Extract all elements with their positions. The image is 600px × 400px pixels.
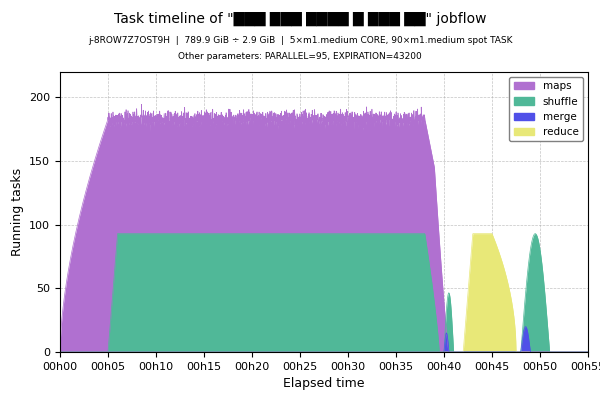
Text: Task timeline of "███ ███ ████ █ ███ ██" jobflow: Task timeline of "███ ███ ████ █ ███ ██"… [114, 12, 486, 26]
Text: j-8ROW7Z7OST9H  |  789.9 GiB ÷ 2.9 GiB  |  5×m1.medium CORE, 90×m1.medium spot T: j-8ROW7Z7OST9H | 789.9 GiB ÷ 2.9 GiB | 5… [88, 36, 512, 45]
Legend: maps, shuffle, merge, reduce: maps, shuffle, merge, reduce [509, 77, 583, 141]
X-axis label: Elapsed time: Elapsed time [283, 377, 365, 390]
Text: Other parameters: PARALLEL=95, EXPIRATION=43200: Other parameters: PARALLEL=95, EXPIRATIO… [178, 52, 422, 61]
Y-axis label: Running tasks: Running tasks [11, 168, 23, 256]
